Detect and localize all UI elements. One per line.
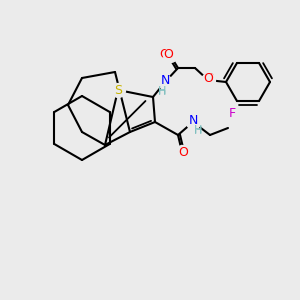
- Text: N: N: [159, 76, 169, 88]
- Text: H: H: [158, 86, 166, 96]
- Text: H: H: [194, 125, 202, 135]
- Text: S: S: [114, 83, 122, 97]
- Text: F: F: [228, 106, 236, 120]
- Text: N: N: [189, 116, 199, 128]
- Text: H: H: [194, 126, 202, 136]
- Text: O: O: [203, 73, 213, 85]
- Text: N: N: [188, 115, 198, 128]
- Text: S: S: [114, 83, 122, 97]
- Text: O: O: [204, 71, 214, 85]
- Text: O: O: [163, 49, 173, 62]
- Text: H: H: [158, 87, 166, 97]
- Text: N: N: [160, 74, 170, 88]
- Text: S: S: [114, 83, 122, 97]
- Text: F: F: [228, 106, 236, 120]
- Text: O: O: [179, 146, 189, 158]
- Text: O: O: [159, 49, 169, 62]
- Text: O: O: [178, 146, 188, 158]
